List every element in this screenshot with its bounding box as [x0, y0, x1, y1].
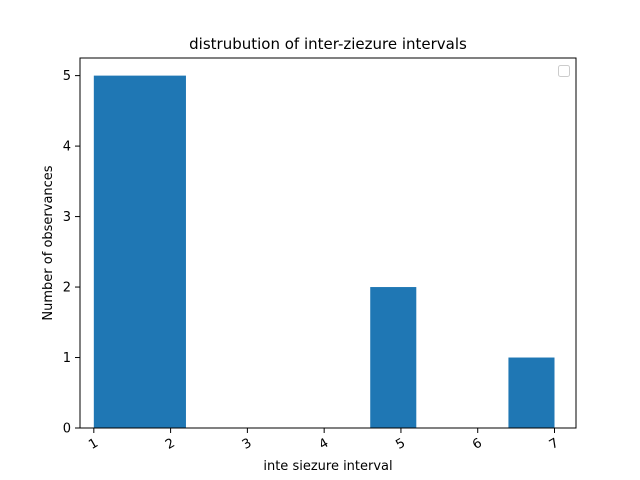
y-tick-label: 3 [63, 210, 71, 225]
y-tick-label: 0 [63, 422, 71, 437]
y-axis-label: Number of observances [41, 165, 56, 320]
histogram-bar-0 [93, 75, 186, 428]
y-tick-label: 4 [63, 140, 71, 155]
bars-layer [93, 75, 555, 428]
y-tick-label: 2 [63, 281, 71, 296]
plot-frame [79, 57, 577, 429]
x-axis-label: inte siezure interval [263, 459, 392, 474]
legend-box [558, 65, 570, 77]
y-tick-label: 5 [63, 69, 71, 84]
histogram-bar-5 [370, 287, 417, 428]
y-tick-label: 1 [63, 351, 71, 366]
chart-title: distrubution of inter-ziezure intervals [189, 35, 467, 53]
y-ticks: 0 1 2 3 4 5 [63, 69, 80, 437]
histogram-bar-8 [508, 357, 555, 428]
